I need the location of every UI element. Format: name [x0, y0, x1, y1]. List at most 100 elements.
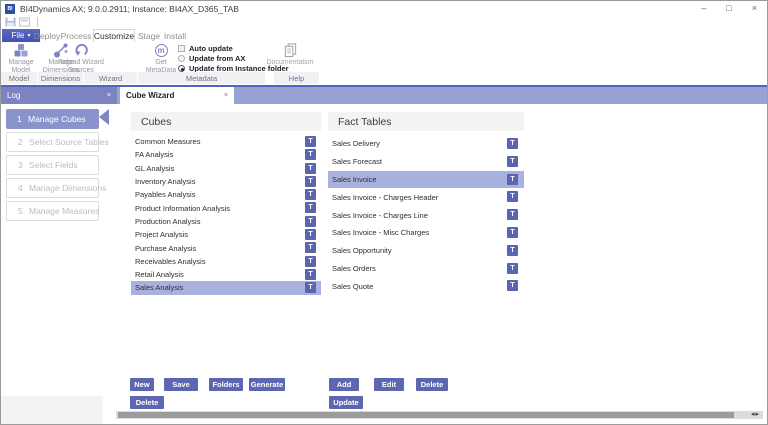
step-manage-measures[interactable]: 5 Manage Measures	[6, 201, 99, 221]
translate-button[interactable]: T	[305, 215, 316, 227]
translate-button[interactable]: T	[507, 226, 518, 238]
list-item[interactable]: Common Measures T	[131, 135, 321, 148]
translate-button[interactable]: T	[305, 282, 316, 294]
tab-cube-wizard[interactable]: Cube Wizard ×	[120, 87, 234, 104]
tab-install[interactable]: Install	[163, 30, 187, 41]
save-icon[interactable]	[5, 17, 16, 27]
update-from-instance-option[interactable]: Update from Instance folder	[178, 64, 289, 73]
update-from-ax-option[interactable]: Update from AX	[178, 54, 289, 63]
translate-button[interactable]: T	[305, 242, 316, 254]
translate-button[interactable]: T	[507, 209, 518, 221]
translate-button[interactable]: T	[507, 244, 518, 256]
edit-button[interactable]: Edit	[374, 378, 404, 391]
translate-button[interactable]: T	[305, 255, 316, 267]
tab-process[interactable]: Process	[60, 30, 92, 41]
tab-customize[interactable]: Customize	[93, 29, 135, 42]
translate-button[interactable]: T	[305, 189, 316, 201]
chevron-down-icon: ▾	[27, 33, 31, 39]
list-item[interactable]: Sales Forecast T	[328, 153, 524, 171]
translate-button[interactable]: T	[507, 155, 518, 167]
add-button[interactable]: Add	[329, 378, 359, 391]
close-button[interactable]: ×	[751, 3, 757, 13]
list-item-label: Sales Opportunity	[332, 246, 392, 256]
translate-button[interactable]: T	[507, 173, 518, 185]
list-item[interactable]: Sales Invoice - Misc Charges T	[328, 224, 524, 242]
list-item-selected[interactable]: Sales Invoice T	[328, 170, 524, 189]
manage-dimensions-button[interactable]: Manage Dimensions	[38, 43, 84, 74]
manage-model-label2: Model	[11, 66, 31, 74]
translate-button[interactable]: T	[305, 136, 316, 147]
update-button[interactable]: Update	[329, 396, 363, 409]
documentation-button[interactable]: Documentation	[265, 43, 315, 67]
list-item-label: Sales Forecast	[332, 157, 383, 167]
list-item-selected[interactable]: Sales Analysis T	[131, 281, 321, 295]
translate-button[interactable]: T	[507, 262, 518, 274]
new-button[interactable]: New	[130, 378, 154, 391]
translate-button[interactable]: T	[305, 175, 316, 187]
update-from-ax-radio[interactable]	[178, 55, 185, 62]
tab-deploy[interactable]: Deploy	[33, 30, 61, 41]
tab-cube-wizard-close-icon[interactable]: ×	[223, 92, 228, 99]
reload-wizard-label1: Reload Wizard	[58, 59, 104, 66]
manage-model-button[interactable]: Manage Model	[5, 43, 37, 74]
scrollbar-thumb[interactable]	[118, 412, 734, 418]
translate-button[interactable]: T	[507, 280, 518, 292]
folders-button[interactable]: Folders	[209, 378, 243, 391]
delete-fact-button[interactable]: Delete	[416, 378, 448, 391]
update-from-ax-label: Update from AX	[189, 54, 246, 63]
step-select-fields[interactable]: 3 Select Fields	[6, 155, 99, 175]
list-item[interactable]: Product Information Analysis T	[131, 201, 321, 214]
list-item[interactable]: Sales Orders T	[328, 260, 524, 278]
step-select-source-tables[interactable]: 2 Select Source Tables	[6, 132, 109, 152]
delete-cube-button[interactable]: Delete	[130, 396, 164, 409]
ribbon: Manage Model Manage Dimensions Reload Wi…	[1, 42, 767, 74]
list-item-label: Sales Quote	[332, 281, 374, 291]
save-button[interactable]: Save	[164, 378, 198, 391]
refresh-icon	[58, 43, 104, 58]
list-item[interactable]: Sales Opportunity T	[328, 242, 524, 260]
list-item[interactable]: Sales Delivery T	[328, 135, 524, 153]
translate-button[interactable]: T	[305, 268, 316, 280]
minimize-button[interactable]: –	[701, 3, 707, 13]
list-item[interactable]: FA Analysis T	[131, 148, 321, 161]
auto-update-option[interactable]: Auto update	[178, 44, 289, 53]
maximize-button[interactable]: □	[726, 3, 732, 13]
translate-button[interactable]: T	[305, 229, 316, 241]
tab-stage[interactable]: Stage	[137, 30, 161, 41]
list-item[interactable]: Payables Analysis T	[131, 188, 321, 201]
update-from-instance-radio[interactable]	[178, 65, 185, 72]
file-menu-button[interactable]: File ▾	[2, 29, 40, 42]
app-icon: BI	[5, 3, 15, 14]
list-item[interactable]: Production Analysis T	[131, 215, 321, 228]
list-item[interactable]: Retail Analysis T	[131, 268, 321, 281]
tab-log[interactable]: Log ×	[1, 87, 117, 104]
translate-button[interactable]: T	[305, 149, 316, 161]
main-content: 1 Manage Cubes 2 Select Source Tables 3 …	[1, 104, 767, 424]
scroll-left-icon[interactable]: ◂	[750, 411, 755, 418]
tab-log-close-icon[interactable]: ×	[106, 92, 111, 99]
translate-button[interactable]: T	[507, 138, 518, 149]
list-item-label: Project Analysis	[135, 230, 188, 240]
list-item[interactable]: Purchase Analysis T	[131, 241, 321, 254]
translate-button[interactable]: T	[305, 162, 316, 174]
list-item[interactable]: Sales Invoice - Charges Header T	[328, 188, 524, 206]
step-manage-cubes[interactable]: 1 Manage Cubes	[6, 109, 99, 129]
translate-button[interactable]: T	[507, 191, 518, 203]
auto-update-checkbox[interactable]	[178, 45, 185, 52]
generate-button[interactable]: Generate	[249, 378, 285, 391]
horizontal-scrollbar[interactable]: ◂ ▸	[116, 411, 763, 419]
get-metadata-button[interactable]: m Get MetaData	[142, 43, 180, 74]
list-item[interactable]: Sales Quote T	[328, 277, 524, 295]
list-item[interactable]: GL Analysis T	[131, 162, 321, 175]
list-item[interactable]: Receivables Analysis T	[131, 255, 321, 268]
list-item[interactable]: Project Analysis T	[131, 228, 321, 241]
documentation-label: Documentation	[266, 59, 314, 66]
step-manage-dimensions[interactable]: 4 Manage Dimensions	[6, 178, 106, 198]
translate-button[interactable]: T	[305, 202, 316, 214]
list-item[interactable]: Sales Invoice - Charges Line T	[328, 206, 524, 224]
reload-wizard-sources-button[interactable]: Reload Wizard Sources	[58, 43, 104, 74]
scroll-right-icon[interactable]: ▸	[755, 411, 759, 418]
open-icon[interactable]	[19, 17, 30, 27]
metadata-m-icon: m	[154, 44, 168, 57]
list-item[interactable]: Inventory Analysis T	[131, 175, 321, 188]
